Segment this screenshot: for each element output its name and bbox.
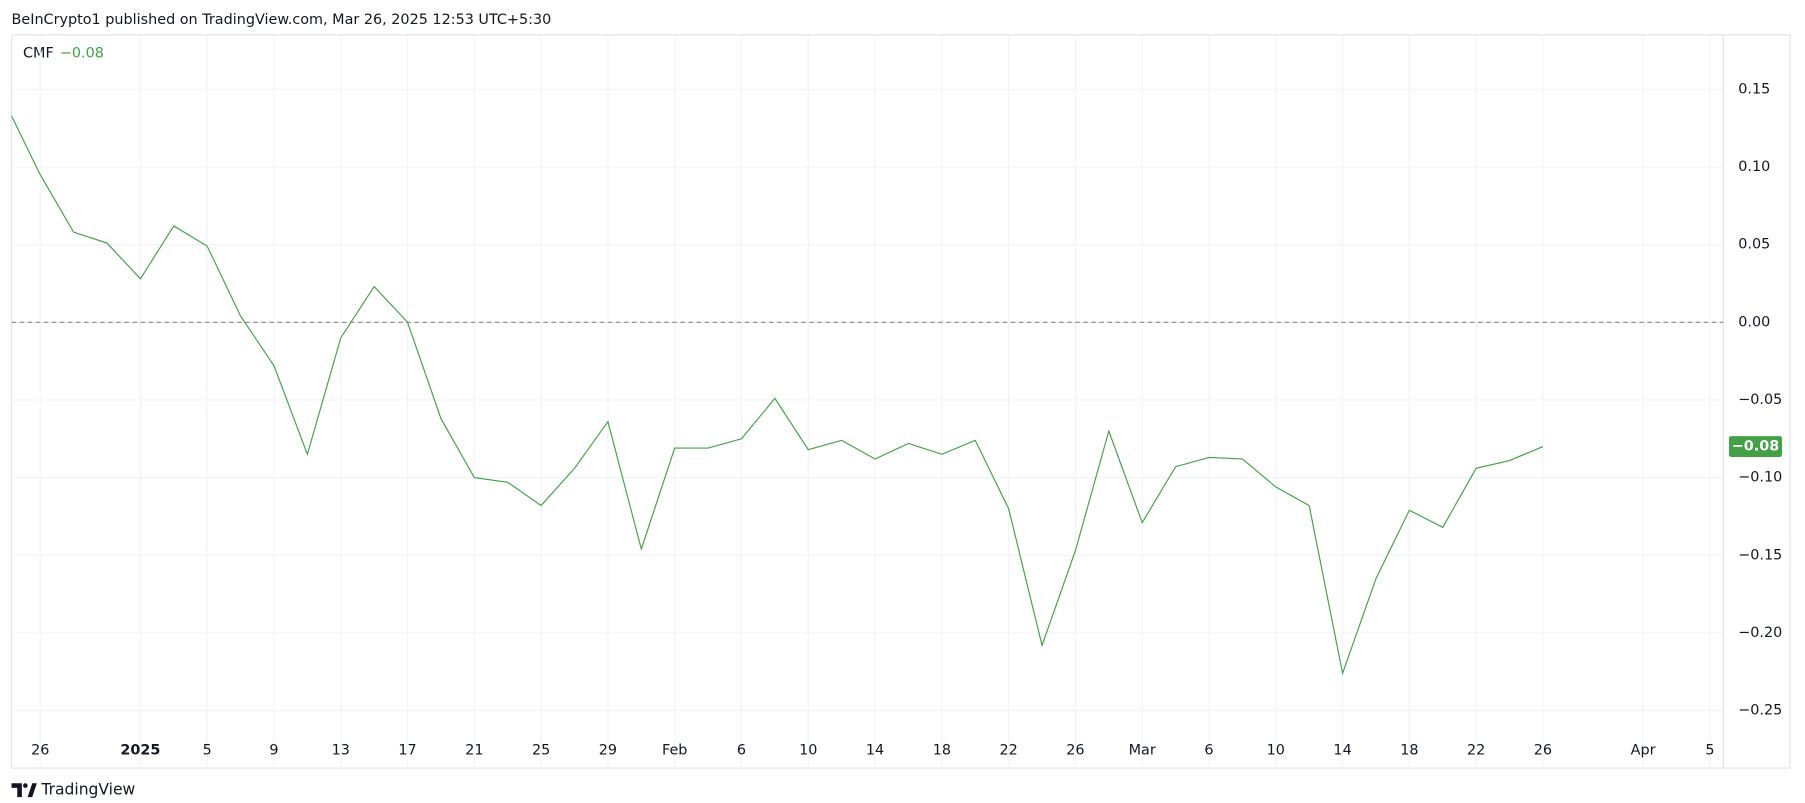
y-tick-label: 0.05 <box>1738 237 1770 253</box>
x-tick-label: Feb <box>662 743 687 759</box>
x-tick-label: Apr <box>1631 743 1656 759</box>
x-tick-label: 26 <box>1066 743 1084 759</box>
x-tick-label: 6 <box>737 743 746 759</box>
y-tick-label: −0.25 <box>1738 703 1782 719</box>
cmf-line <box>11 114 1544 676</box>
y-tick-label: −0.10 <box>1738 470 1782 486</box>
x-tick-label: 18 <box>1400 743 1418 759</box>
x-tick-label: 10 <box>799 743 817 759</box>
chart-frame <box>10 34 1791 769</box>
x-tick-label: 9 <box>269 743 278 759</box>
footer-brand: TradingView <box>40 781 135 799</box>
x-tick-label: 17 <box>398 743 416 759</box>
y-tick-label: 0.15 <box>1738 81 1770 97</box>
legend-name: CMF <box>23 45 54 61</box>
x-tick-label: 13 <box>332 743 350 759</box>
x-tick-label: 29 <box>599 743 617 759</box>
publish-info: BeInCrypto1 published on TradingView.com… <box>12 12 552 28</box>
x-tick-label: 25 <box>532 743 550 759</box>
y-tick-label: 0.10 <box>1738 159 1770 175</box>
x-tick-label: 10 <box>1267 743 1285 759</box>
y-tick-label: −0.20 <box>1738 625 1782 641</box>
x-tick-label: Mar <box>1129 743 1156 759</box>
x-tick-label: 6 <box>1204 743 1213 759</box>
x-tick-label: 26 <box>1534 743 1552 759</box>
x-tick-label: 26 <box>31 743 49 759</box>
x-tick-label: 14 <box>1333 743 1351 759</box>
y-tick-label: −0.15 <box>1738 547 1782 563</box>
x-tick-label: 21 <box>465 743 483 759</box>
grid <box>11 34 1724 769</box>
x-tick-label: 18 <box>933 743 951 759</box>
x-tick-label: 5 <box>1705 743 1714 759</box>
y-tick-label: 0.00 <box>1738 314 1770 330</box>
legend-value: −0.08 <box>60 45 104 61</box>
tradingview-logo <box>11 783 37 798</box>
x-tick-label: 22 <box>1467 743 1485 759</box>
last-value-badge <box>1729 436 1782 458</box>
last-value-label: −0.08 <box>1732 439 1780 455</box>
x-tick-label: 2025 <box>120 743 160 759</box>
y-tick-label: −0.05 <box>1738 392 1782 408</box>
x-tick-label: 5 <box>203 743 212 759</box>
x-tick-label: 22 <box>999 743 1017 759</box>
x-tick-label: 14 <box>866 743 884 759</box>
